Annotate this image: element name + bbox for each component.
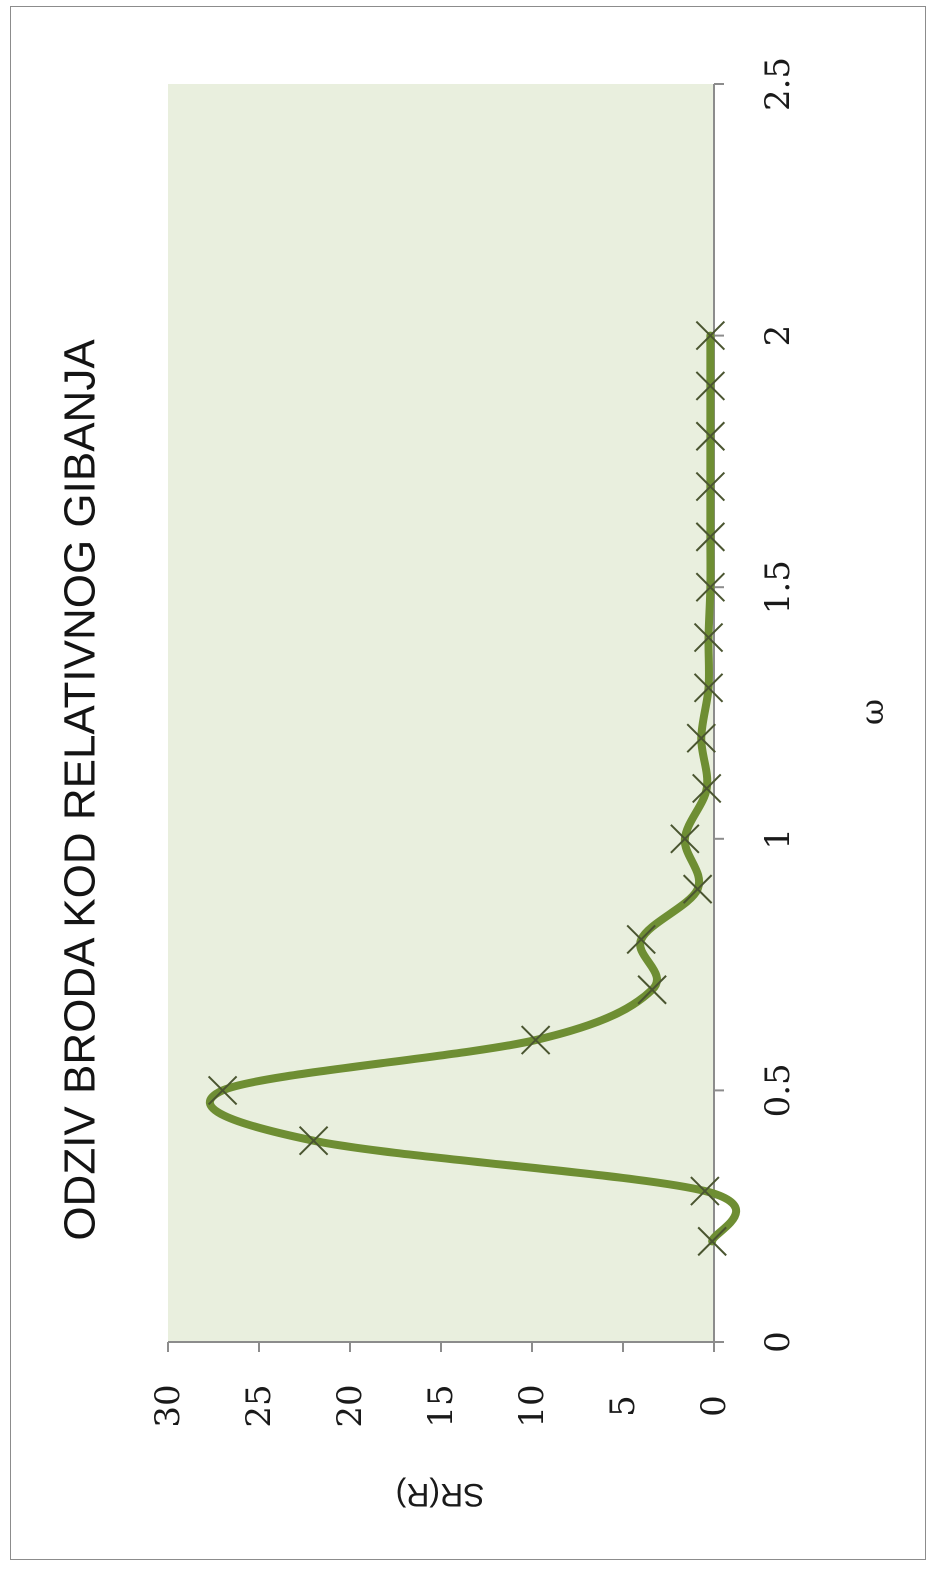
data-point-marker: [695, 421, 726, 451]
data-point-marker: [690, 1176, 720, 1206]
x-tick-label: 0: [758, 1331, 798, 1353]
y-tick-label: 20: [330, 1384, 370, 1427]
data-point-marker: [695, 572, 726, 602]
y-tick-label: 0: [694, 1395, 734, 1417]
x-axis-label: ω: [853, 699, 891, 725]
x-tick-label: 0.5: [758, 1063, 798, 1117]
data-point-marker: [207, 1075, 238, 1106]
y-tick-label: 15: [421, 1384, 461, 1427]
data-point-marker: [520, 1025, 551, 1055]
data-point-marker: [695, 371, 726, 401]
x-tick-label: 2: [758, 325, 798, 347]
x-tick-label: 2.5: [758, 57, 798, 111]
data-point-marker: [686, 723, 716, 753]
data-point-marker: [692, 773, 722, 804]
chart-title: ODZIV BRODA KOD RELATIVNOG GIBANJA: [56, 339, 105, 1241]
y-tick-label: 30: [148, 1384, 188, 1427]
y-tick-label: 25: [239, 1384, 279, 1427]
y-tick-label: 10: [512, 1384, 552, 1427]
data-point-marker: [693, 622, 724, 653]
data-point-marker: [670, 824, 700, 854]
x-tick-label: 1.5: [758, 560, 798, 614]
plot-area: [168, 84, 714, 1342]
y-tick-label: 5: [603, 1395, 643, 1417]
data-point-marker: [695, 320, 726, 351]
data-point-marker: [695, 522, 726, 552]
data-point-marker: [626, 924, 656, 955]
data-point-marker: [682, 874, 713, 904]
data-point-marker: [693, 673, 724, 703]
y-axis-label: SR(R): [396, 1477, 485, 1513]
x-tick-label: 1: [758, 828, 798, 850]
data-point-marker: [637, 975, 667, 1005]
data-point-marker: [695, 471, 726, 502]
data-point-marker: [697, 1226, 727, 1257]
data-point-marker: [298, 1126, 329, 1156]
